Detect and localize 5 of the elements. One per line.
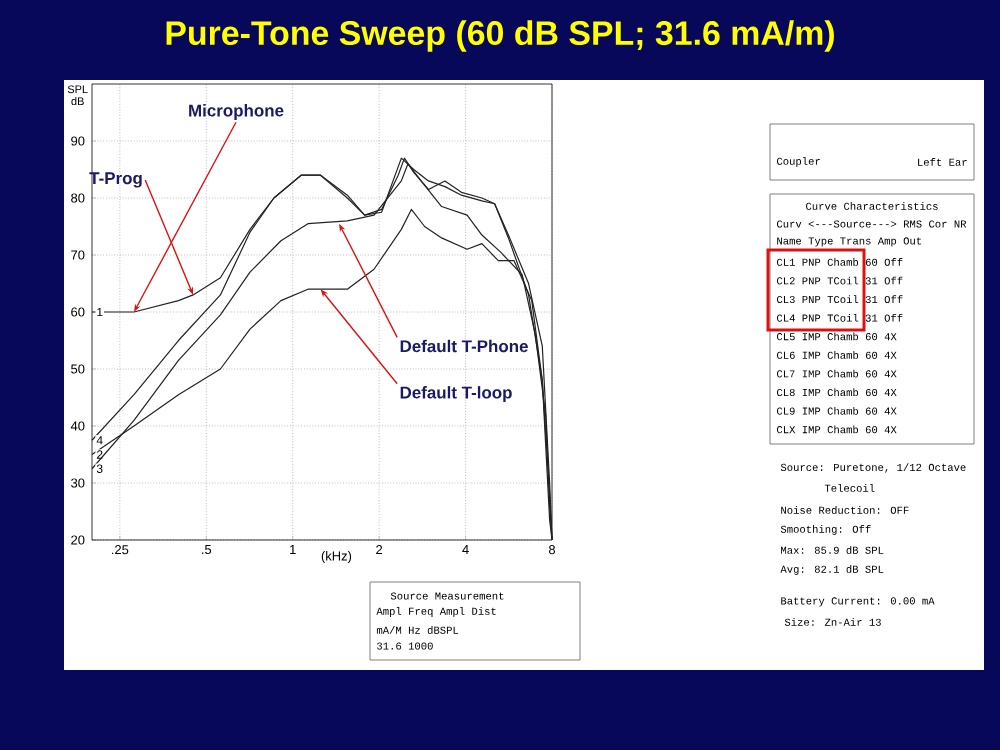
chart-title: Pure-Tone Sweep (60 dB SPL; 31.6 mA/m) <box>166 20 834 52</box>
annotation: T-Prog <box>89 172 142 188</box>
annotation: Microphone <box>189 104 284 120</box>
annotation: Default T-loop <box>400 386 512 402</box>
annotation: Default T-Phone <box>400 339 528 353</box>
